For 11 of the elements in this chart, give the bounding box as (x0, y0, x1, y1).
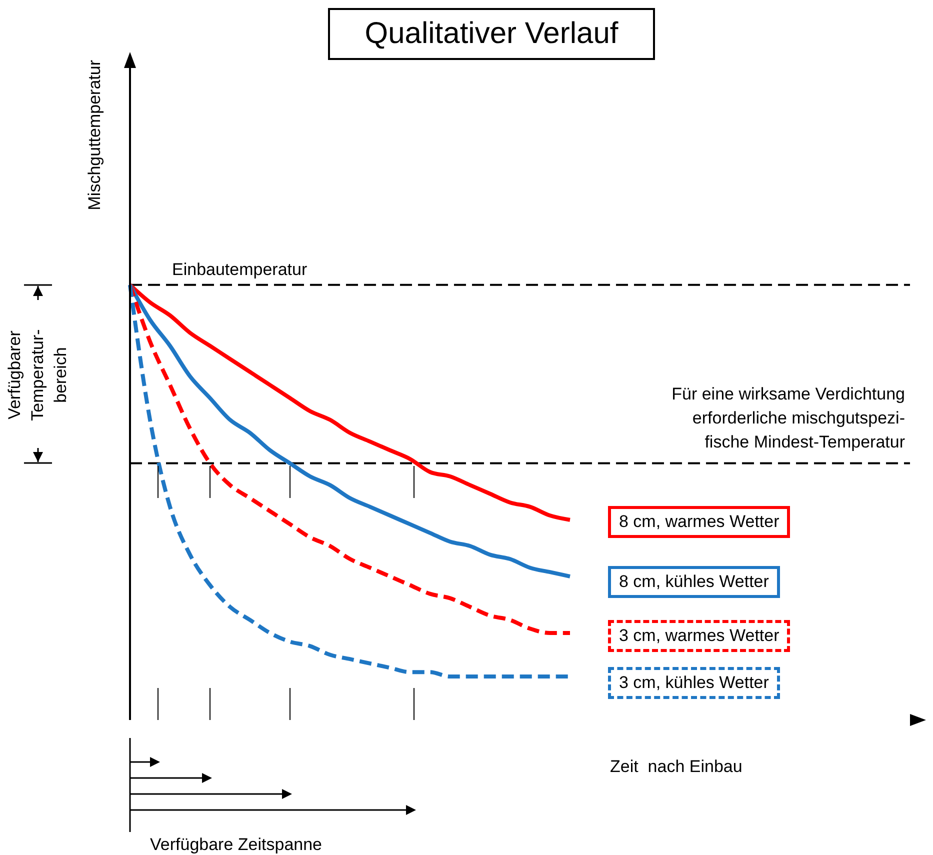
x-axis-title: Zeit nach Einbau (610, 757, 742, 776)
text: Verfügbare Zeitspanne (150, 835, 322, 854)
ref-line-label: Einbautemperatur (172, 260, 308, 279)
y-axis-title: Mischguttemperatur (85, 60, 104, 210)
text: 8 cm, warmes Wetter (608, 506, 790, 538)
ref-line-label: Für eine wirksame Verdichtung erforderliche mischgutspezi- fische Mindest-Temperatur (672, 384, 906, 452)
text: 8 cm, kühles Wetter (608, 566, 780, 598)
text: 3 cm, warmes Wetter (608, 620, 790, 652)
text: 3 cm, kühles Wetter (608, 667, 780, 699)
chart-title: Qualitativer Verlauf (328, 8, 655, 60)
text: Verfügbarer Temperatur- bereich (5, 329, 70, 421)
